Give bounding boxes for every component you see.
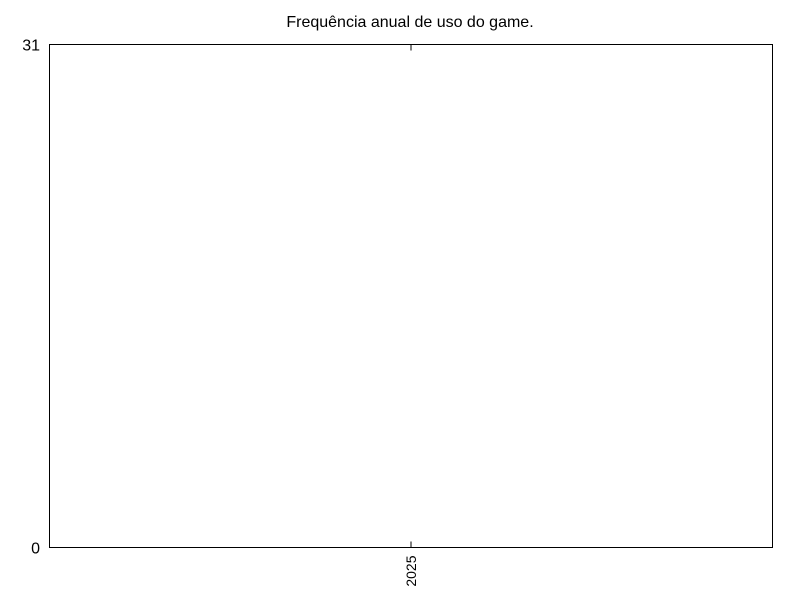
- y-tick-label: 31: [22, 38, 40, 55]
- chart-title: Frequência anual de uso do game.: [286, 14, 533, 31]
- y-tick-label: 0: [31, 541, 40, 558]
- x-tick-label: 2025: [403, 555, 419, 586]
- ticks: 0 31 2025: [22, 38, 419, 587]
- plot-frame: [49, 44, 773, 548]
